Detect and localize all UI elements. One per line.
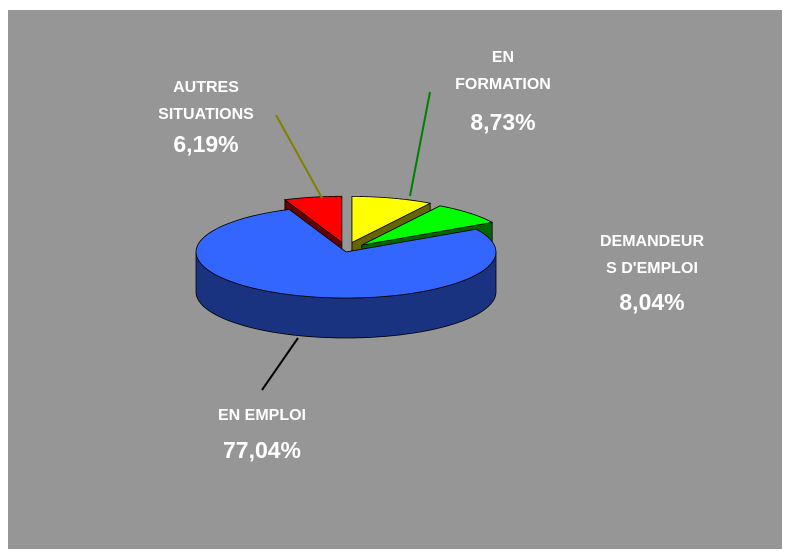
- value-label: 77,04%: [222, 437, 302, 463]
- category-label: EN EMPLOI: [217, 407, 307, 424]
- slice: [351, 196, 432, 244]
- category-label: EN FORMATION: [455, 49, 551, 93]
- slice: [283, 195, 343, 244]
- slice-tops: [195, 195, 497, 299]
- slice: [361, 205, 494, 246]
- value-label: 6,19%: [173, 131, 239, 157]
- leader-line: [409, 91, 431, 197]
- slice: [195, 209, 497, 299]
- value-label: 8,04%: [619, 289, 685, 315]
- leader-line: [275, 114, 323, 199]
- value-label: 8,73%: [470, 109, 536, 135]
- category-label: DEMANDEUR S D'EMPLOI: [600, 233, 704, 277]
- category-label: AUTRES SITUATIONS: [158, 79, 254, 123]
- leader-line: [261, 337, 299, 391]
